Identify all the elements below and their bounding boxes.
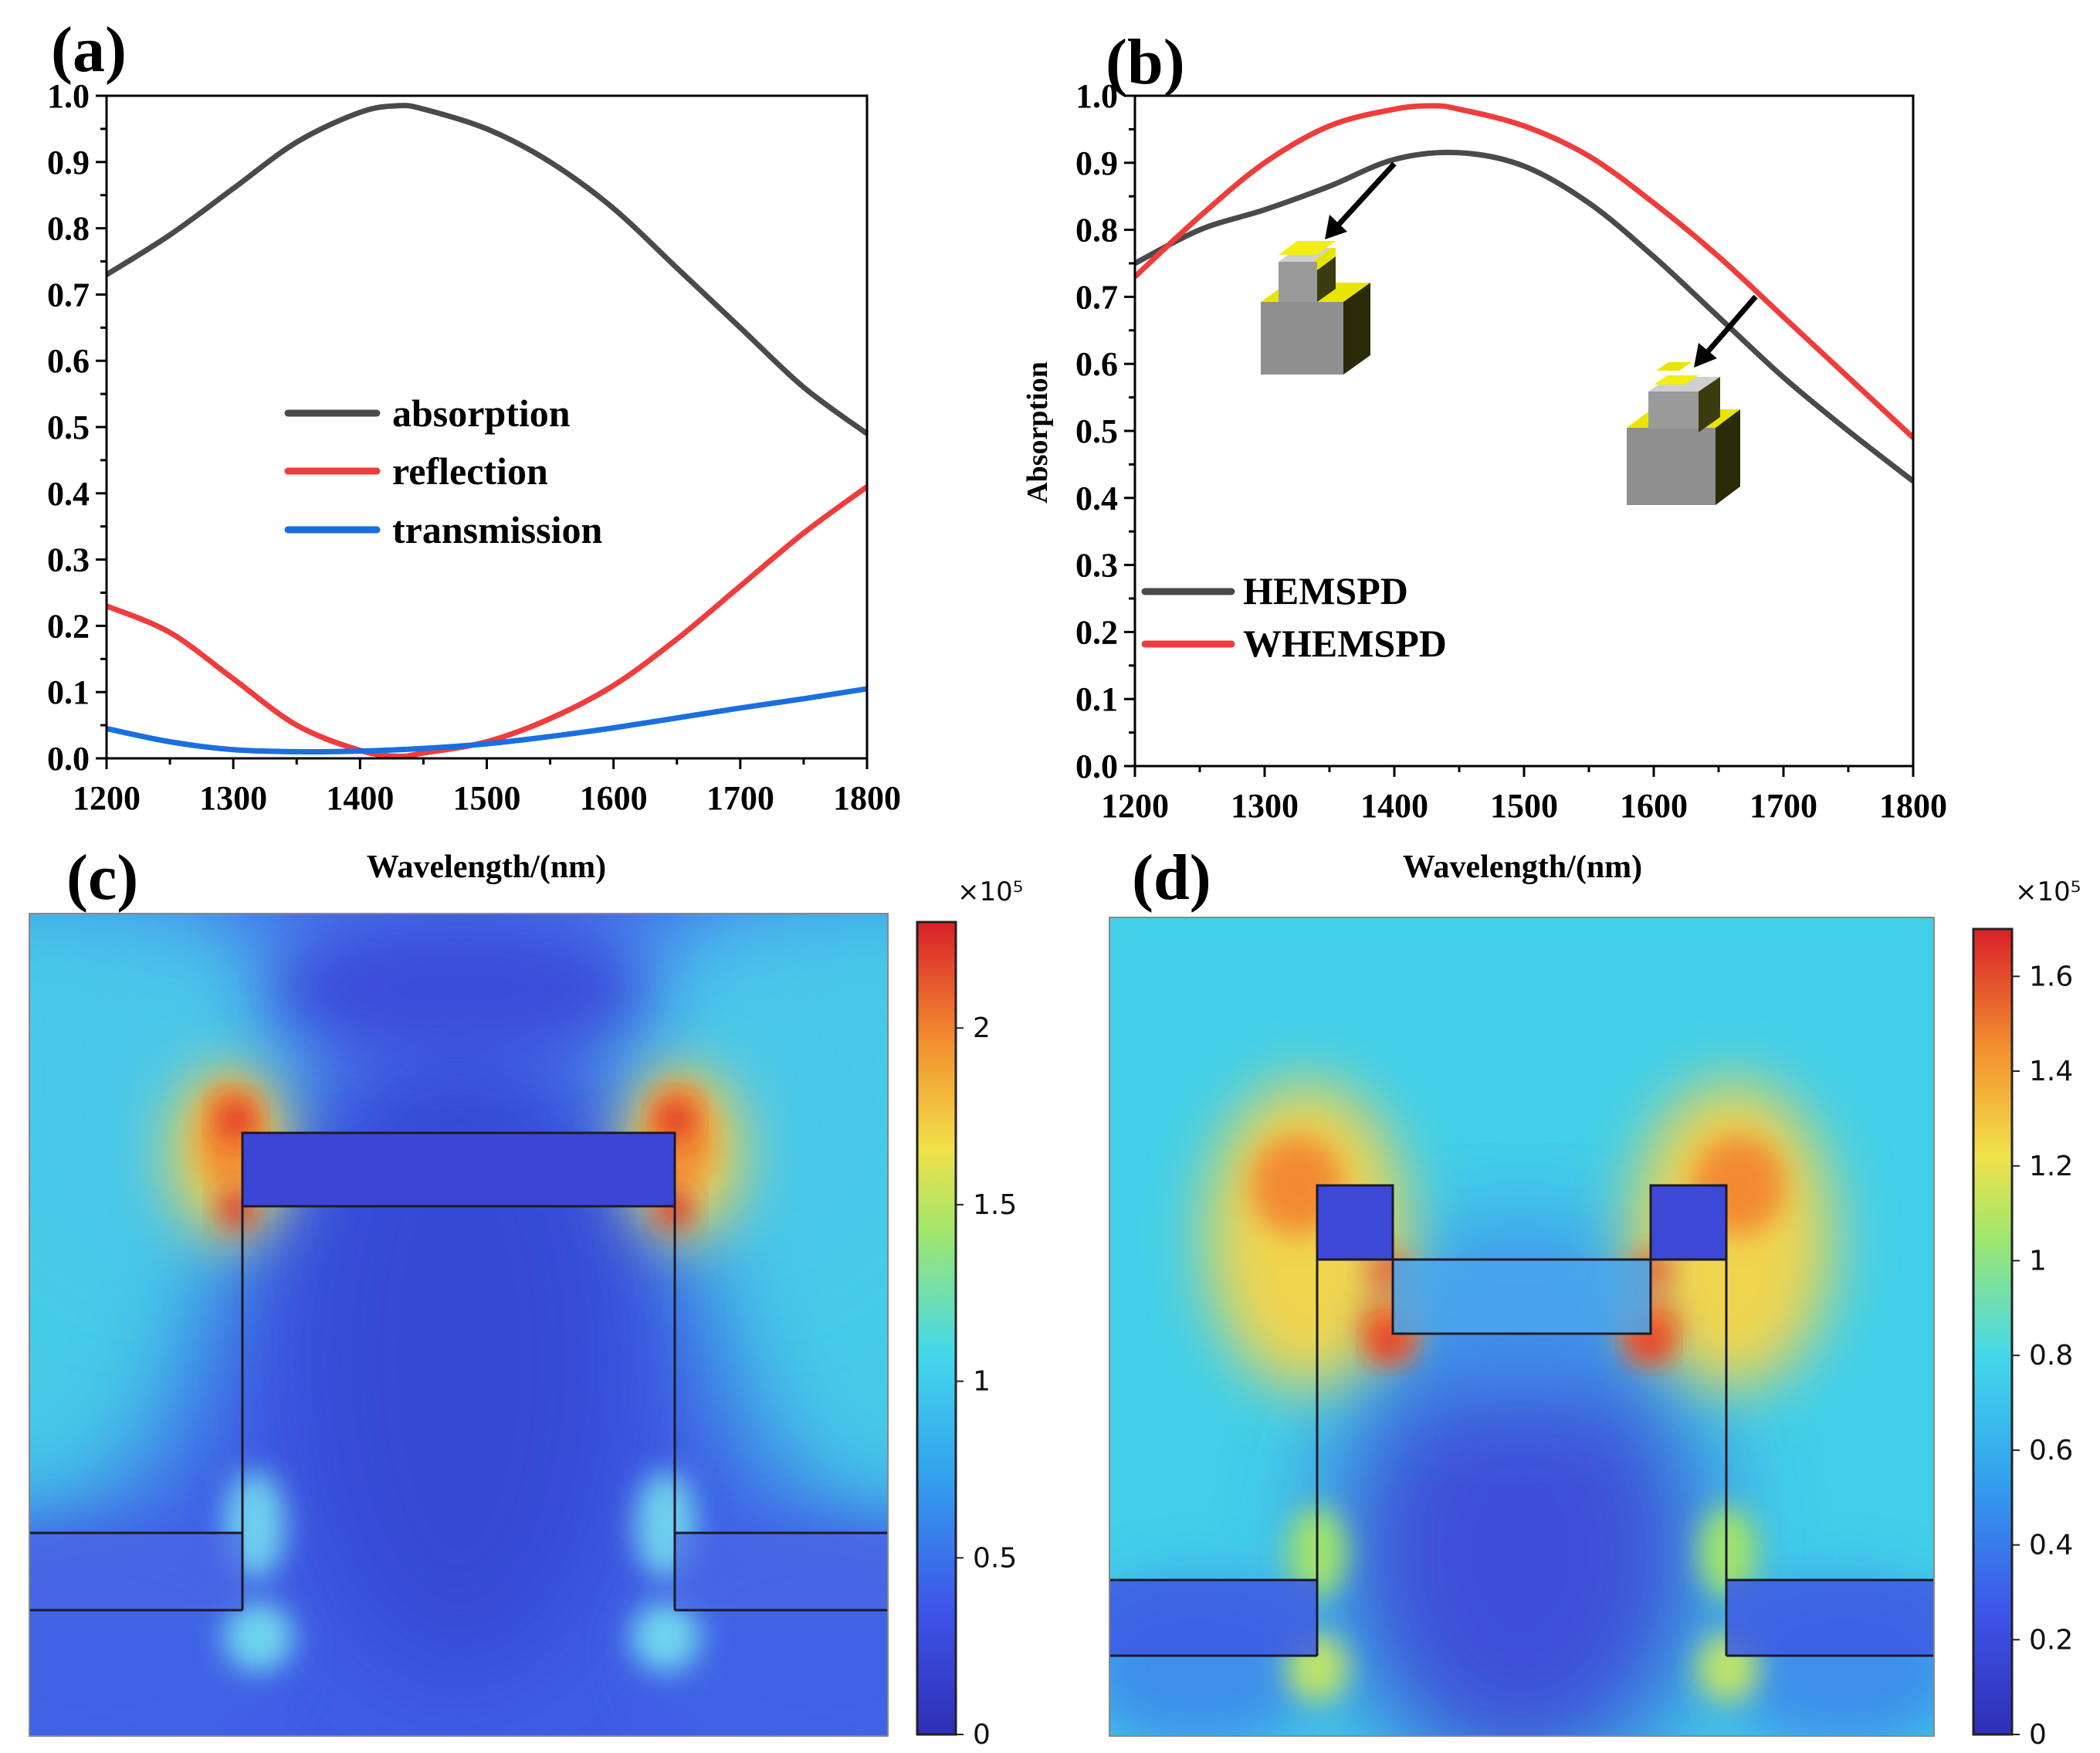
chart-a-ytick-label: 0.5 (47, 409, 90, 446)
chart-b-legend: HEMSPD WHEMSPD (1141, 569, 1447, 665)
chart-a-ytick-label: 0.7 (47, 276, 90, 314)
panel-label-d: (d) (1132, 842, 1211, 914)
field-map-c: 0 0.5 1 1.5 2 ×10⁵ (29, 876, 1023, 1751)
colorbar-d-tick-label: 1.6 (2029, 961, 2073, 992)
colorbar-c-tick-label: 0.5 (973, 1542, 1017, 1574)
arrowhead-whemspd (1694, 343, 1717, 368)
chart-a-ticks (96, 94, 869, 769)
chart-a-ytick-label: 0.0 (47, 740, 90, 778)
legend-label-hemspd: HEMSPD (1243, 569, 1408, 612)
colorbar-c-tick-label: 1.5 (973, 1189, 1017, 1221)
chart-a-xtick-label: 1600 (580, 779, 648, 817)
chart-a-legend: absorption reflection transmission (284, 392, 602, 551)
colorbar-c-exponent: ×10⁵ (957, 876, 1023, 907)
chart-a-lines (105, 103, 869, 760)
colorbar-d-ticks: 0 0.2 0.4 0.6 0.8 1 1.2 1.4 1.6 (2012, 961, 2073, 1751)
chart-b-xtick-label: 1600 (1620, 787, 1688, 825)
colorbar-c-tick-label: 2 (973, 1012, 991, 1044)
colorbar-c-tick-label: 1 (973, 1366, 991, 1398)
colorbar-d-tick-label: 1 (2029, 1245, 2047, 1277)
chart-a-ytick-label: 0.6 (47, 342, 90, 380)
chart-b-series-hemspd (1133, 149, 1915, 483)
chart-a: 1200 1300 1400 1500 1600 1700 1800 0.0 0.1 0.2 0.3… (47, 77, 901, 885)
arrow-hemspd (1333, 161, 1397, 230)
chart-b-ticks (1124, 94, 1915, 777)
chart-b-ytick-label: 0.6 (1075, 345, 1118, 383)
colorbar-d-tick-label: 1.4 (2029, 1056, 2073, 1087)
arrowhead-hemspd (1325, 215, 1347, 239)
chart-a-xtick-label: 1500 (453, 779, 521, 817)
colorbar-c (916, 921, 957, 1736)
colorbar-d-tick-label: 0.8 (2029, 1340, 2073, 1372)
chart-a-frame (105, 94, 869, 760)
chart-b-ytick-label: 1.0 (1075, 77, 1118, 115)
chart-b-ytick-label: 0.8 (1075, 212, 1118, 249)
chart-b-ytick-label: 0.3 (1075, 547, 1118, 585)
colorbar-d-tick-label: 0.4 (2029, 1530, 2073, 1561)
colorbar-c-ticks: 0 0.5 1 1.5 2 (956, 1012, 1017, 1751)
chart-b-ytick-label: 0.7 (1075, 278, 1118, 316)
chart-b-ticklabels: 1200 1300 1400 1500 1600 1700 1800 0.0 0.1 0.2 0.3… (1075, 77, 1947, 825)
chart-a-xtick-label: 1200 (73, 779, 141, 817)
legend-label-transmission: transmission (392, 508, 602, 551)
colorbar-d (1972, 927, 2014, 1736)
chart-b-lines (1133, 103, 1915, 483)
chart-b: 1200 1300 1400 1500 1600 1700 1800 0.0 0.1 0.2 0.3… (1021, 77, 1947, 885)
chart-b-xtick-label: 1800 (1879, 787, 1947, 825)
chart-b-xtick-label: 1200 (1101, 787, 1169, 825)
panel-label-c: (c) (66, 842, 138, 914)
chart-b-frame (1133, 94, 1915, 768)
chart-b-xtick-label: 1700 (1749, 787, 1817, 825)
chart-a-ytick-label: 0.9 (47, 144, 90, 181)
chart-b-series-whemspd (1133, 103, 1915, 440)
colorbar-d-tick-label: 0.6 (2029, 1435, 2073, 1466)
structure-whemspd-icon (1627, 362, 1740, 505)
chart-a-ytick-label: 1.0 (47, 77, 90, 115)
panel-label-a: (a) (51, 14, 127, 86)
chart-a-series-transmission (106, 686, 868, 754)
legend-label-absorption: absorption (392, 392, 571, 435)
chart-b-ylabel: Absorption (1021, 361, 1054, 504)
chart-a-xlabel: Wavelength/(nm) (367, 849, 606, 885)
arrow-whemspd (1702, 294, 1758, 358)
colorbar-d-tick-label: 1.2 (2029, 1151, 2073, 1182)
chart-b-xlabel: Wavelength/(nm) (1403, 849, 1642, 885)
chart-a-ytick-label: 0.8 (47, 210, 90, 248)
chart-a-xtick-label: 1400 (326, 779, 394, 817)
chart-a-xtick-label: 1700 (706, 779, 774, 817)
chart-b-ytick-label: 0.2 (1075, 613, 1118, 651)
chart-a-ticklabels: 1200 1300 1400 1500 1600 1700 1800 0.0 0.1 0.2 0.3… (47, 77, 901, 817)
chart-b-xtick-label: 1300 (1231, 787, 1299, 825)
panel-label-b: (b) (1106, 26, 1185, 98)
legend-label-reflection: reflection (392, 449, 548, 493)
colorbar-d-tick-label: 0 (2029, 1719, 2047, 1749)
chart-a-ytick-label: 0.1 (47, 673, 90, 711)
chart-a-ytick-label: 0.4 (47, 475, 90, 513)
chart-a-xtick-label: 1800 (833, 779, 901, 817)
chart-a-ytick-label: 0.2 (47, 607, 90, 645)
chart-b-xtick-label: 1500 (1490, 787, 1558, 825)
chart-b-ytick-label: 0.5 (1075, 412, 1118, 450)
chart-b-ytick-label: 0.1 (1075, 680, 1118, 718)
chart-a-ytick-label: 0.3 (47, 541, 90, 579)
legend-label-whemspd: WHEMSPD (1243, 622, 1447, 665)
chart-b-ytick-label: 0.9 (1075, 144, 1118, 182)
colorbar-c-tick-label: 0 (973, 1719, 991, 1749)
field-map-d: 0 0.2 0.4 0.6 0.8 1 1.2 1.4 1.6 ×10⁵ (1109, 876, 2081, 1751)
chart-a-xtick-label: 1300 (199, 779, 267, 817)
annotation-arrows (1325, 161, 1758, 368)
chart-b-ytick-label: 0.0 (1075, 748, 1118, 785)
chart-b-ytick-label: 0.4 (1075, 480, 1118, 517)
colorbar-d-tick-label: 0.2 (2029, 1624, 2073, 1656)
structure-hemspd-icon (1261, 241, 1370, 375)
chart-a-series-absorption (105, 103, 869, 436)
colorbar-d-exponent: ×10⁵ (2015, 876, 2081, 907)
chart-b-xtick-label: 1400 (1360, 787, 1428, 825)
